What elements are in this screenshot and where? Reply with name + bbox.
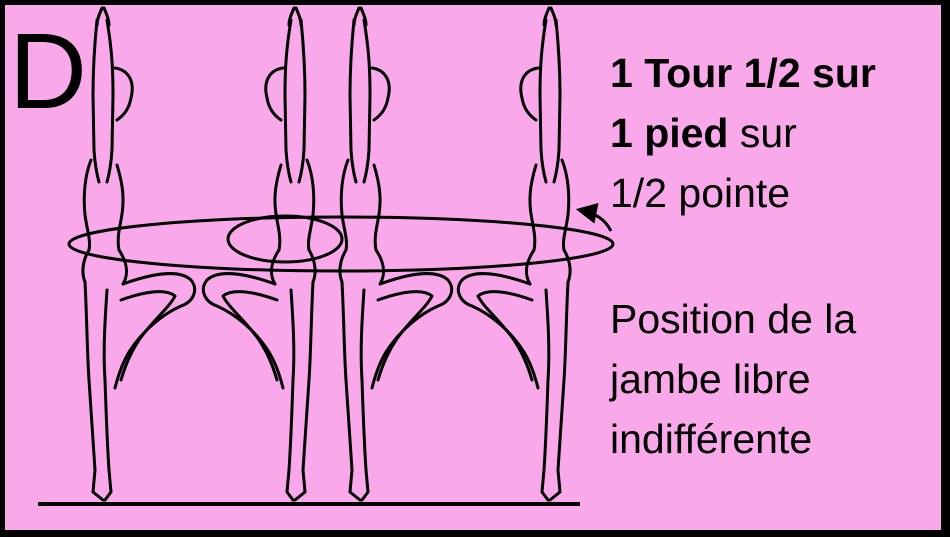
pirouette-figure xyxy=(456,6,572,502)
title-line-2: 1 pied sur xyxy=(610,103,797,163)
title-line-1: 1 Tour 1/2 sur xyxy=(610,50,876,96)
pirouette-illustration xyxy=(38,6,615,506)
rotation-arrow-icon xyxy=(575,203,613,232)
pirouette-figure xyxy=(201,6,317,502)
title-line-2-bold: 1 pied xyxy=(610,110,729,156)
note-line-3: indifférente xyxy=(610,416,813,462)
title-line-2-rest: sur xyxy=(728,110,797,156)
small-rotation-path xyxy=(226,214,344,264)
note-line-1: Position de la xyxy=(610,296,857,342)
title-line-3: 1/2 pointe xyxy=(610,170,791,216)
note-line-2: jambe libre xyxy=(610,356,811,402)
illustration-card: D xyxy=(3,3,943,532)
pirouette-figure xyxy=(81,6,197,502)
pirouette-figure xyxy=(338,6,454,502)
figure-letter: D xyxy=(9,10,87,131)
